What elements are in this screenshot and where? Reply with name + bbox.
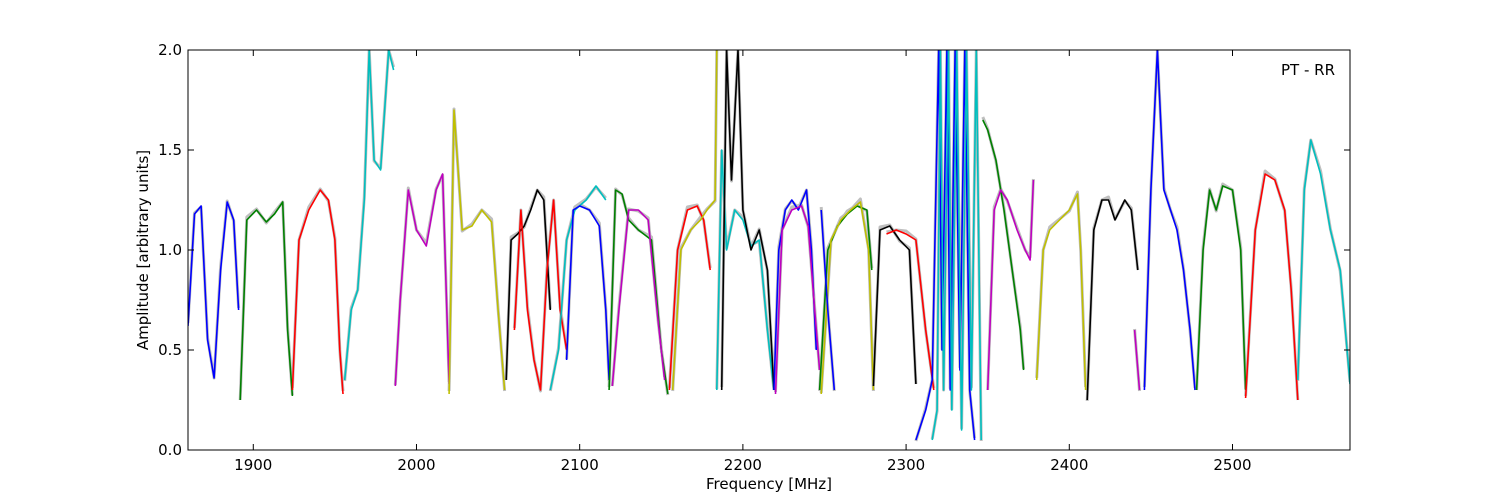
y-tick-label: 2.0: [158, 41, 182, 59]
y-tick-label: 0.0: [158, 441, 182, 459]
series-line-20: [820, 201, 875, 395]
chart-annotation: PT - RR: [1281, 61, 1335, 79]
series-line-28: [1035, 193, 1087, 391]
x-tick-label: 1900: [234, 456, 272, 474]
series-line-16: [720, 50, 775, 391]
x-axis-label: Frequency [MHz]: [706, 475, 832, 493]
plot-area: [188, 50, 1350, 450]
series-line-34: [1297, 139, 1350, 385]
x-tick-label: 2100: [561, 456, 599, 474]
series-line-8: [513, 199, 568, 391]
series-line-1: [188, 201, 240, 379]
series-line-14: [671, 50, 718, 391]
series-line-33: [1244, 173, 1299, 401]
series-line-9: [549, 185, 607, 391]
series-line-29: [1086, 199, 1139, 401]
series-line-6: [448, 109, 506, 395]
series-line-27: [986, 179, 1035, 391]
y-axis-label: Amplitude [arbitrary units]: [134, 150, 152, 350]
series-line-5: [394, 173, 450, 387]
series-line-10: [565, 205, 610, 381]
series-traces: [188, 50, 1350, 441]
series-line-13: [668, 205, 711, 391]
x-axis-ticks: 1900 2000 2100 2200 2300 2400 2500: [234, 50, 1252, 474]
y-tick-label: 1.0: [158, 241, 182, 259]
series-line-23: [886, 229, 935, 391]
series-line-25: [931, 50, 982, 441]
series-line-26: [982, 119, 1025, 371]
x-tick-label: 2500: [1213, 456, 1251, 474]
series-line-22: [872, 225, 917, 387]
series-line-17: [773, 189, 818, 391]
series-line-32: [1195, 185, 1247, 391]
x-tick-label: 2000: [397, 456, 435, 474]
x-tick-label: 2300: [887, 456, 925, 474]
series-line-15: [716, 149, 775, 391]
series-line-18: [774, 205, 821, 395]
series-line-30: [1133, 329, 1141, 391]
series-line-4: [343, 50, 395, 381]
series-line-2: [239, 201, 294, 401]
y-axis-ticks: 0.0 0.5 1.0 1.5 2.0: [158, 41, 1350, 459]
y-tick-label: 0.5: [158, 341, 182, 359]
series-line-7: [505, 189, 552, 381]
series-line-12: [611, 209, 666, 387]
y-tick-label: 1.5: [158, 141, 182, 159]
series-line-21: [820, 209, 836, 391]
series-line-3: [291, 189, 344, 395]
x-tick-label: 2200: [724, 456, 762, 474]
series-line-31: [1143, 50, 1196, 391]
x-tick-label: 2400: [1050, 456, 1088, 474]
